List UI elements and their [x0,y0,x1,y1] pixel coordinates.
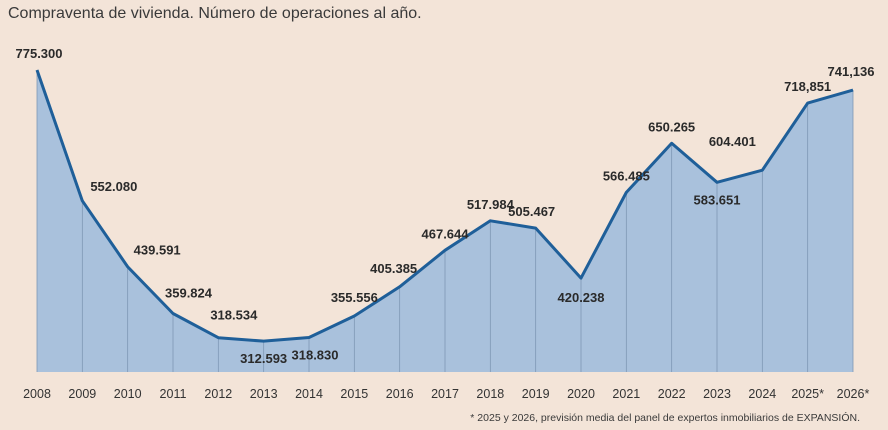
data-label-2016: 405.385 [370,261,417,276]
x-tick-2023: 2023 [703,387,731,401]
data-label-2021: 566.485 [603,168,650,183]
x-tick-2008: 2008 [23,387,51,401]
data-label-2022: 650.265 [648,119,695,134]
data-label-2025*: 718,851 [784,79,831,94]
chart-title: Compraventa de vivienda. Número de opera… [8,5,422,22]
data-label-2013: 312.593 [240,351,287,366]
data-label-2023: 583.651 [694,192,741,207]
data-label-2018: 517.984 [467,197,515,212]
x-tick-2026*: 2026* [837,387,870,401]
x-tick-2025*: 2025* [791,387,824,401]
x-tick-2011: 2011 [160,387,187,401]
x-tick-2017: 2017 [431,387,459,401]
data-label-2020: 420.238 [558,290,605,305]
x-tick-2013: 2013 [250,387,278,401]
data-label-2014: 318.830 [292,348,339,363]
data-label-2015: 355.556 [331,290,378,305]
area-fill [37,70,853,372]
data-label-2024: 604.401 [709,134,756,149]
x-tick-2014: 2014 [295,387,323,401]
data-label-2008: 775.300 [16,46,63,61]
data-label-2017: 467.644 [422,226,470,241]
series-line [35,69,854,343]
x-tick-2015: 2015 [340,387,368,401]
x-tick-2019: 2019 [522,387,550,401]
data-label-2026*: 741,136 [828,64,875,79]
x-tick-2018: 2018 [476,387,504,401]
x-tick-2020: 2020 [567,387,595,401]
x-tick-2009: 2009 [68,387,96,401]
x-tick-2024: 2024 [748,387,776,401]
data-label-2011: 359.824 [165,285,213,300]
footnote: * 2025 y 2026, previsión media del panel… [470,412,860,424]
data-label-2010: 439.591 [134,243,181,258]
x-tick-2022: 2022 [658,387,686,401]
x-tick-2016: 2016 [386,387,414,401]
data-label-2019: 505.467 [508,204,555,219]
data-label-2012: 318.534 [210,308,258,323]
x-tick-2021: 2021 [612,387,640,401]
x-tick-2012: 2012 [204,387,232,401]
x-tick-2010: 2010 [114,387,142,401]
data-label-2009: 552.080 [90,179,137,194]
